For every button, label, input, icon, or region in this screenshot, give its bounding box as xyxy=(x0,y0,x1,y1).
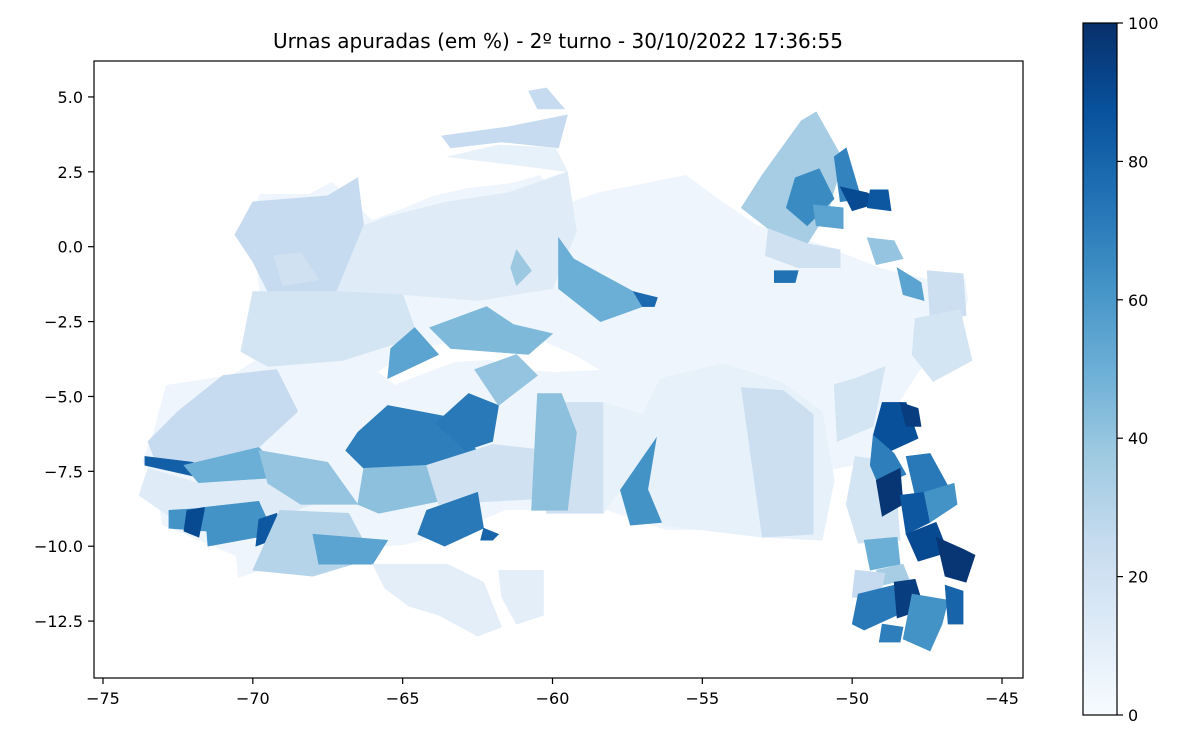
y-tick-label: 5.0 xyxy=(58,88,83,107)
municipality-region xyxy=(498,569,544,625)
municipality-region xyxy=(531,393,577,511)
x-tick-label: −60 xyxy=(536,689,570,708)
municipality-region xyxy=(926,270,967,319)
municipality-region xyxy=(764,228,841,268)
y-tick-label: −12.5 xyxy=(34,612,83,631)
municipality-region xyxy=(944,584,964,625)
colorbar-axis: 0 20 40 60 80 100 xyxy=(1117,14,1159,725)
municipality-region xyxy=(866,237,904,266)
municipality-region xyxy=(480,527,500,541)
municipality-region xyxy=(273,252,320,286)
municipality-region xyxy=(923,482,958,523)
x-tick-label: −45 xyxy=(985,689,1019,708)
y-tick-label: −10.0 xyxy=(34,537,83,556)
colorbar-tick-label: 20 xyxy=(1128,568,1148,587)
municipality-region xyxy=(833,366,886,442)
municipality-region xyxy=(510,249,532,287)
y-tick-label: −7.5 xyxy=(44,462,83,481)
choropleth-regions xyxy=(138,87,976,652)
x-tick-label: −65 xyxy=(386,689,420,708)
municipality-region xyxy=(899,401,922,427)
municipality-region xyxy=(911,309,973,382)
municipality-region xyxy=(774,270,799,283)
amazon-river-lowland xyxy=(378,335,600,385)
colorbar-tick-label: 80 xyxy=(1128,152,1148,171)
y-tick-label: 0.0 xyxy=(58,238,83,257)
municipality-region xyxy=(740,387,814,538)
municipality-region xyxy=(528,87,566,110)
municipality-region xyxy=(417,491,484,547)
municipality-region xyxy=(902,593,949,652)
y-tick-label: −5.0 xyxy=(44,387,83,406)
colorbar-tick-label: 100 xyxy=(1128,14,1159,33)
municipality-region xyxy=(429,306,554,355)
x-tick-label: −50 xyxy=(835,689,869,708)
municipality-region xyxy=(387,327,440,379)
municipality-region xyxy=(447,144,569,173)
municipality-region xyxy=(258,450,359,505)
x-axis: −75 −70 −65 −60 −55 −50 −45 xyxy=(86,678,1019,708)
municipality-region xyxy=(435,393,499,451)
x-tick-label: −55 xyxy=(685,689,719,708)
municipality-region xyxy=(474,354,538,406)
municipality-region xyxy=(357,464,439,514)
colorbar-tick-label: 60 xyxy=(1128,291,1148,310)
x-tick-label: −75 xyxy=(86,689,120,708)
map-frame xyxy=(93,60,1024,679)
municipality-region xyxy=(812,204,844,230)
municipality-region xyxy=(372,563,502,637)
y-axis: 5.0 2.5 0.0 −2.5 −5.0 −7.5 −10.0 −12.5 xyxy=(34,88,94,631)
municipality-region xyxy=(441,114,568,149)
municipality-region xyxy=(240,291,419,367)
y-tick-label: 2.5 xyxy=(58,163,83,182)
municipality-region xyxy=(878,623,904,643)
map-axes: −75 −70 −65 −60 −55 −50 −45 5.0 2.5 0.0 −2.5 −5.0 −… xyxy=(34,60,1024,708)
map-title: Urnas apuradas (em %) - 2º turno - 30/10… xyxy=(273,29,843,53)
x-tick-label: −70 xyxy=(236,689,270,708)
colorbar-tick-label: 40 xyxy=(1128,429,1148,448)
rondonia-region xyxy=(462,510,666,582)
municipality-region xyxy=(866,189,892,212)
municipality-region xyxy=(632,291,658,307)
colorbar-tick-label: 0 xyxy=(1128,706,1138,725)
municipality-region xyxy=(935,536,976,583)
colorbar-gradient xyxy=(1082,22,1118,716)
municipality-region xyxy=(851,584,898,631)
municipality-region xyxy=(863,536,901,571)
colorbar: 0 20 40 60 80 100 xyxy=(1082,14,1159,725)
municipality-region xyxy=(896,267,925,302)
municipality-region xyxy=(183,506,206,538)
y-tick-label: −2.5 xyxy=(44,313,83,332)
